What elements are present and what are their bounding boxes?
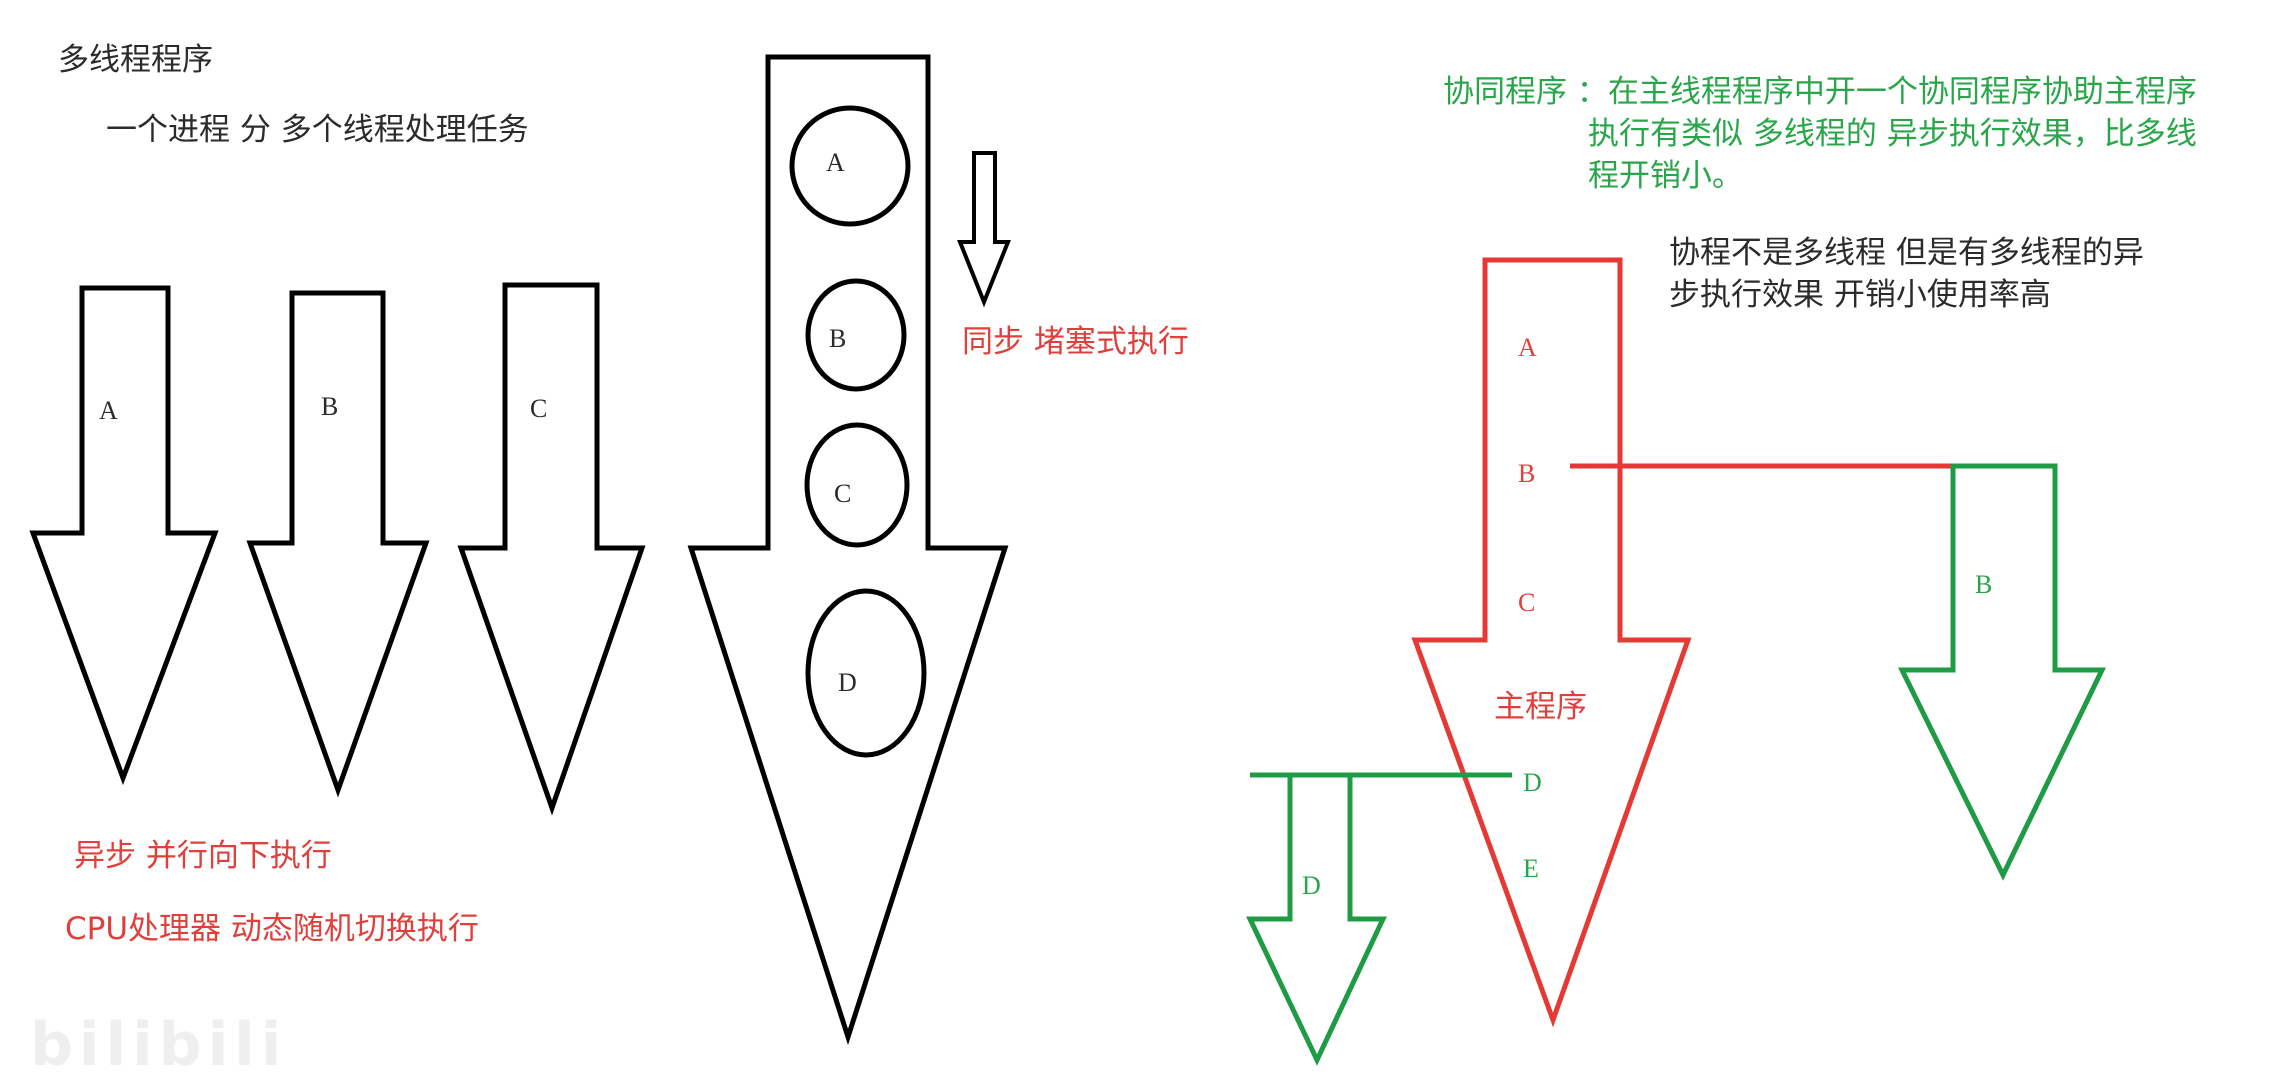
coroutine-note-line2: 步执行效果 开销小使用率高 <box>1669 277 2051 313</box>
parallel-arrow-b <box>246 290 430 798</box>
coroutine-desc-line2: 执行有类似 多线程的 异步执行效果，比多线 <box>1588 116 2197 152</box>
coroutine-b-arrow <box>1897 463 2106 881</box>
sync-circle-label-a: A <box>826 148 845 177</box>
parallel-arrow-label-a: A <box>99 396 118 425</box>
sync-circle-a <box>789 105 911 227</box>
main-label-b: B <box>1518 459 1536 488</box>
sync-circle-c <box>804 422 910 548</box>
sync-circle-label-c: C <box>834 479 852 508</box>
left-subtitle: 一个进程 分 多个线程处理任务 <box>106 112 529 148</box>
coroutine-desc-line1: 协同程序 ：在主线程程序中开一个协同程序协助主程序 <box>1443 74 2197 110</box>
main-label-e: E <box>1523 854 1539 883</box>
async-caption: 异步 并行向下执行 <box>74 838 332 874</box>
sync-circle-label-b: B <box>829 324 847 353</box>
main-program-arrow <box>1411 257 1692 1028</box>
parallel-arrow-c <box>457 282 646 816</box>
parallel-arrow-label-c: C <box>530 394 548 423</box>
parallel-arrow-a <box>29 285 219 786</box>
cpu-caption: CPU处理器 动态随机切换执行 <box>65 911 479 947</box>
sync-small-arrow <box>957 151 1011 308</box>
coroutine-desc-line3: 程开销小。 <box>1588 158 1743 194</box>
coroutine-d-arrow <box>1246 772 1387 1066</box>
left-title: 多线程程序 <box>58 42 213 78</box>
main-program-title: 主程序 <box>1494 689 1587 725</box>
watermark: bilibili <box>30 1010 288 1080</box>
main-label-c: C <box>1518 588 1536 617</box>
coroutine-d-label: D <box>1302 871 1321 900</box>
sync-big-arrow <box>687 54 1009 1046</box>
main-label-a: A <box>1518 333 1537 362</box>
sync-circle-label-d: D <box>838 668 857 697</box>
sync-circle-b <box>805 278 907 392</box>
parallel-arrow-label-b: B <box>321 392 339 421</box>
coroutine-b-label: B <box>1975 570 1993 599</box>
coroutine-note-line1: 协程不是多线程 但是有多线程的异 <box>1669 235 2144 271</box>
sync-caption: 同步 堵塞式执行 <box>962 324 1189 360</box>
sync-circle-d <box>805 588 927 758</box>
main-label-d: D <box>1523 768 1542 797</box>
